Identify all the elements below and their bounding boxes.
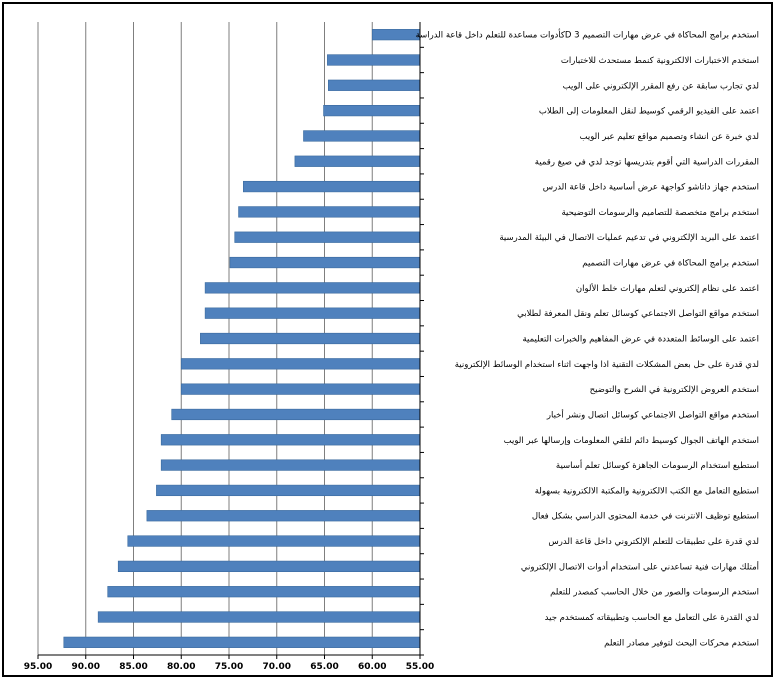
category-label: لدي خبرة عن انشاء وتصميم مواقع تعليم عبر… xyxy=(580,132,759,142)
bar xyxy=(327,54,421,66)
bar xyxy=(243,180,421,193)
x-axis xyxy=(38,22,421,656)
x-tick-label: 75.00 xyxy=(215,662,243,672)
category-label: استخدم برامج المحاكاة في عرض مهارات التص… xyxy=(416,29,759,41)
category-label: استطيع التعامل مع الكتب الالكترونية والم… xyxy=(535,486,759,496)
category-label: اعتمد على نظام إلكتروني لتعلم مهارات خلط… xyxy=(576,283,759,294)
bar xyxy=(200,332,421,345)
x-tick-label: 55.00 xyxy=(406,662,434,672)
bar xyxy=(107,586,421,598)
category-label: استخدم برامج المحاكاة في عرض مهارات التص… xyxy=(582,259,759,269)
bar xyxy=(156,484,421,497)
bar xyxy=(180,358,421,370)
bar xyxy=(171,408,421,421)
bar xyxy=(127,535,421,547)
x-tick-labels: 95.00 90.00 85.00 80.00 75.00 70.00 65.00 60.00… xyxy=(24,662,434,672)
bar xyxy=(63,636,421,648)
bar xyxy=(97,611,421,623)
category-label: اعتمد على الفيديو الرقمي كوسيط لنقل المع… xyxy=(539,107,759,117)
category-label: استخدم العروض الإلكترونية في الشرح والتو… xyxy=(590,385,759,395)
x-tick-label: 80.00 xyxy=(167,662,195,672)
category-label: استخدم الاختبارات الالكترونية كنمط مستحد… xyxy=(561,56,759,66)
horizontal-bar-chart: 95.00 90.00 85.00 80.00 75.00 70.00 65.00 60.00… xyxy=(24,22,759,672)
category-label: استخدم الرسومات والصور من خلال الحاسب كم… xyxy=(550,588,759,598)
bar xyxy=(303,130,421,142)
bar xyxy=(229,256,421,269)
x-tick-label: 95.00 xyxy=(24,662,52,672)
bar xyxy=(238,206,421,218)
bar xyxy=(146,510,421,522)
bar xyxy=(204,307,421,319)
category-label: استخدم جهاز داتاشو كواجهة عرض أساسية داخ… xyxy=(543,181,759,193)
x-tick-label: 90.00 xyxy=(72,662,100,672)
bar xyxy=(323,105,421,117)
bar xyxy=(180,383,421,395)
category-label: أمتلك مهارات فنية تساعدني على استخدام أد… xyxy=(521,560,759,572)
category-labels: استخدم برامج المحاكاة في عرض مهارات التص… xyxy=(416,29,759,649)
bar xyxy=(371,29,421,41)
category-label: اعتمد على البريد الإلكتروني في تدعيم عمل… xyxy=(499,233,759,243)
category-label: استخدم الهاتف الجوال كوسيط دائم لتلقي ال… xyxy=(504,436,759,446)
category-label: استخدم مواقع التواصل الاجتماعي كوسائل ات… xyxy=(546,408,759,420)
category-label: لدي القدرة على التعامل مع الحاسب وتطبيقا… xyxy=(545,613,759,623)
category-label: استطيع توظيف الانترنت في خدمة المحتوى ال… xyxy=(532,512,759,522)
bar xyxy=(160,459,421,471)
category-label: استخدم برامج متخصصة للتصاميم والرسومات ا… xyxy=(561,208,759,218)
category-label: استخدم مواقع التواصل الاجتماعي كوسائل تع… xyxy=(517,309,759,319)
bars xyxy=(63,29,424,656)
bar xyxy=(328,79,421,91)
category-label: لدي تجارب سابقة عن رفع المقرر الإلكتروني… xyxy=(563,81,759,91)
category-label: لدي قدرة على حل بعض المشكلات التقنية اذا… xyxy=(455,360,759,370)
x-tick-label: 85.00 xyxy=(119,662,147,672)
category-label: لدي قدرة على تطبيقات للتعلم الإلكتروني د… xyxy=(548,537,759,547)
bar xyxy=(204,282,421,294)
bar xyxy=(234,231,421,243)
x-tick-label: 60.00 xyxy=(358,662,386,672)
category-label: المقررات الدراسية التي أقوم بتدريسها توج… xyxy=(535,155,759,167)
bar xyxy=(294,155,421,167)
category-label: استخدم محركات البحث لتوفير مصادر التعلم xyxy=(604,638,759,648)
category-label: استطيع استخدام الرسومات الجاهزة كوسائل ت… xyxy=(556,459,759,471)
x-tick-label: 70.00 xyxy=(263,662,291,672)
bar xyxy=(117,560,421,572)
x-tick-label: 65.00 xyxy=(310,662,338,672)
category-label: اعتمد على الوسائط المتعددة في عرض المفاه… xyxy=(522,335,759,345)
bar xyxy=(160,434,421,446)
